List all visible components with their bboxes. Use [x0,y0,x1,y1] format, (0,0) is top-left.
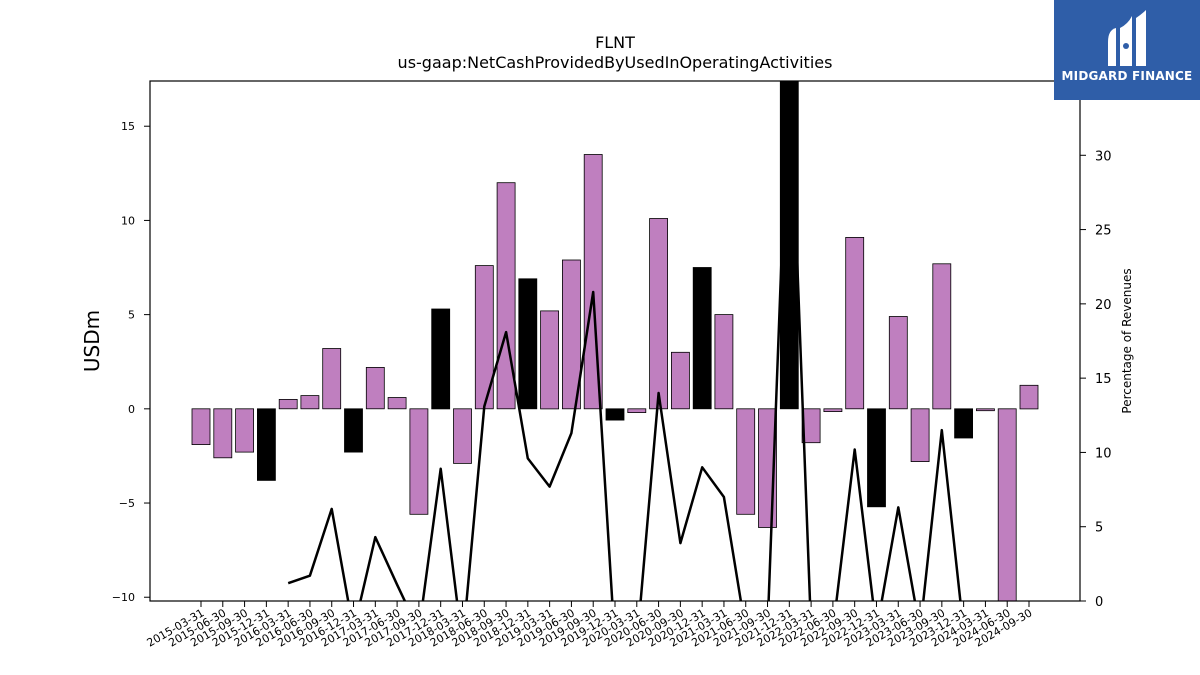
bar [758,408,777,528]
bar [714,314,734,410]
y2-tick-label: 25 [1095,224,1112,239]
bar [627,408,647,413]
y2-tick-label: 10 [1095,446,1112,461]
logo-text: MIDGARD FINANCE [1061,69,1193,83]
bar [431,308,451,410]
bar [344,408,363,453]
x-axis: 2015-03-312015-06-302015-09-302015-12-31… [145,601,1035,650]
y2-tick-label: 5 [1095,521,1103,536]
bar [910,408,930,462]
bar [736,408,756,515]
bar [845,236,865,410]
bar [649,218,668,410]
bar [540,310,559,410]
bar [562,259,581,410]
bar [191,408,211,445]
logo-mark-icon [1108,10,1146,66]
chart-title: FLNT [595,33,635,52]
y2-axis-label: Percentage of Revenues [1120,268,1134,413]
left-y-axis: −10 −5 0 5 10 15 [112,120,150,604]
bar [387,397,407,410]
y-tick-label: −10 [112,591,135,604]
bar [888,316,908,410]
right-y-axis: 0 5 10 15 20 25 30 [1080,149,1112,610]
bar [954,408,973,439]
bar [409,408,429,515]
bar [496,182,516,410]
bar [692,267,712,410]
y-axis-label: USDm [80,310,104,372]
bar [583,154,603,410]
bar [235,408,255,453]
bar [932,263,952,410]
bar [453,408,472,464]
y2-tick-label: 20 [1095,298,1112,313]
bar [365,366,385,410]
y-tick-label: 10 [121,214,135,227]
bar [976,408,995,412]
midgard-finance-logo: MIDGARD FINANCE [1054,0,1200,100]
bar [779,81,799,410]
y-tick-label: 0 [128,403,135,416]
bar [322,348,342,410]
chart-subtitle: us-gaap:NetCashProvidedByUsedInOperating… [398,53,833,72]
bar [518,278,538,410]
bar [213,408,233,459]
bar [278,398,298,410]
y2-tick-label: 0 [1095,595,1103,610]
y2-tick-label: 15 [1095,372,1112,387]
y-tick-label: 5 [128,309,135,322]
y-tick-label: 15 [121,120,135,133]
bar [300,395,320,410]
bar [256,408,276,481]
bar-series [191,81,1039,601]
bar [605,408,625,421]
bar [997,408,1017,601]
y2-tick-label: 30 [1095,149,1112,164]
bar [823,408,843,412]
bar [867,408,886,508]
bar [671,351,690,410]
bar [801,408,821,444]
y-tick-label: −5 [119,497,135,510]
bar [1019,384,1039,410]
